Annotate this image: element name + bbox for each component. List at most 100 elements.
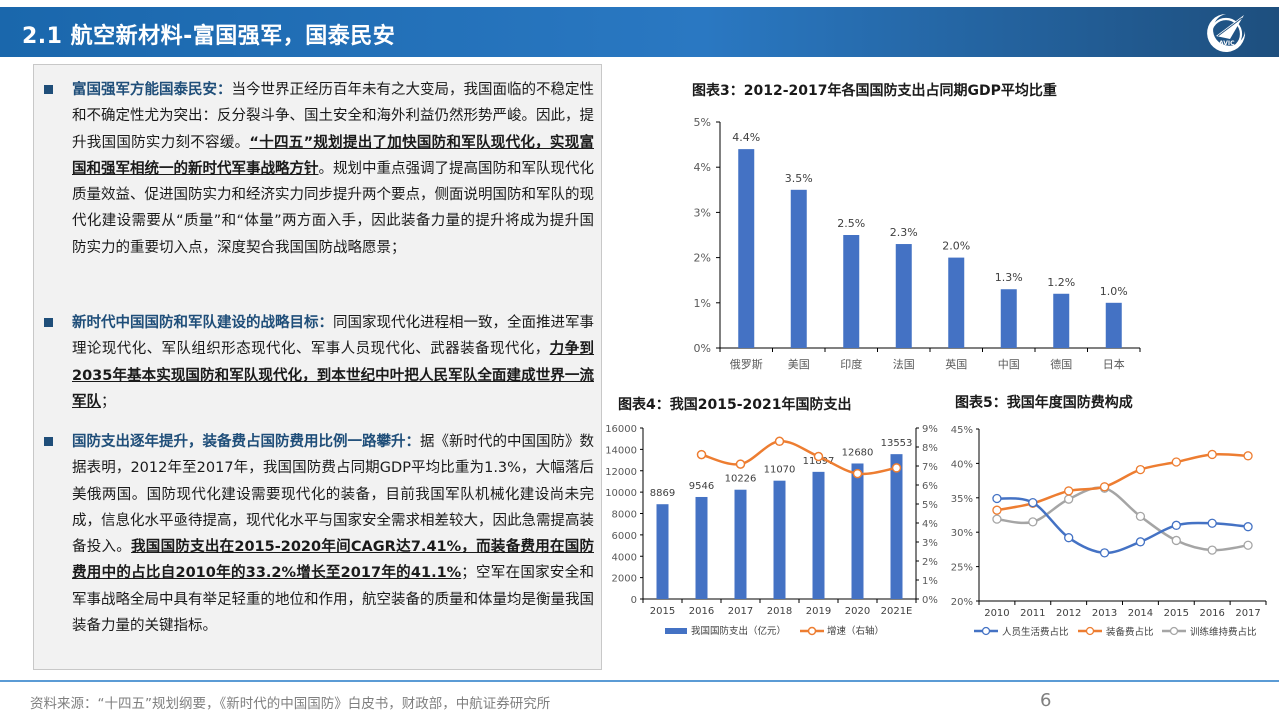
svg-text:我国国防支出（亿元）: 我国国防支出（亿元） bbox=[691, 625, 786, 637]
svg-text:9546: 9546 bbox=[689, 481, 714, 492]
svg-text:8869: 8869 bbox=[650, 488, 675, 499]
svg-text:2013: 2013 bbox=[1092, 608, 1117, 619]
svg-text:1.3%: 1.3% bbox=[995, 271, 1023, 284]
svg-text:2.0%: 2.0% bbox=[942, 240, 970, 253]
svg-text:12680: 12680 bbox=[842, 447, 874, 458]
svg-text:40%: 40% bbox=[951, 459, 973, 470]
svg-text:20%: 20% bbox=[951, 597, 973, 608]
svg-text:6000: 6000 bbox=[612, 531, 637, 542]
svg-text:4000: 4000 bbox=[612, 552, 637, 563]
bullet-square-icon bbox=[44, 318, 53, 327]
svg-text:16000: 16000 bbox=[605, 424, 637, 435]
svg-text:4.4%: 4.4% bbox=[732, 131, 760, 144]
paragraph-lead: 国防支出逐年提升，装备费占国防费用比例一路攀升： bbox=[72, 434, 420, 450]
svg-text:4%: 4% bbox=[922, 519, 938, 530]
svg-text:11897: 11897 bbox=[803, 456, 835, 467]
svg-text:美国: 美国 bbox=[788, 358, 810, 371]
paragraph-lead: 新时代中国国防和军队建设的战略目标： bbox=[72, 315, 333, 331]
chart3-bar-chart: 0% 1% 2% 3% 4% 5% 4.4% 俄罗斯 3.5% 美国 2.5% 印度 2.3% 法国 2.0… bbox=[694, 116, 1141, 371]
svg-text:2019: 2019 bbox=[806, 606, 831, 617]
svg-text:2021E: 2021E bbox=[881, 606, 913, 617]
footer-source: 资料来源：“十四五”规划纲要，《新时代的中国国防》白皮书，财政部，中航证券研究所 bbox=[30, 696, 551, 712]
page-number: 6 bbox=[1040, 690, 1052, 711]
svg-text:30%: 30% bbox=[951, 528, 973, 539]
svg-text:增速（右轴）: 增速（右轴） bbox=[827, 625, 884, 637]
page-title: 2.1 航空新材料-富国强军，国泰民安 bbox=[22, 24, 396, 49]
svg-text:14000: 14000 bbox=[605, 445, 637, 456]
paragraph-2: 新时代中国国防和军队建设的战略目标：同国家现代化进程相一致，全面推进军事理论现代… bbox=[72, 315, 595, 410]
svg-text:2018: 2018 bbox=[767, 606, 792, 617]
svg-text:11070: 11070 bbox=[764, 465, 796, 476]
svg-text:中国: 中国 bbox=[998, 358, 1020, 371]
svg-text:13553: 13553 bbox=[881, 438, 913, 449]
svg-text:9%: 9% bbox=[922, 424, 938, 435]
svg-text:45%: 45% bbox=[951, 425, 973, 436]
svg-text:10000: 10000 bbox=[605, 488, 637, 499]
avic-logo-icon: AVIC bbox=[1207, 14, 1246, 52]
emphasis-text: 力争到2035年基本实现国防和军队现代化，到本世纪中叶把人民军队全面建成世界一流… bbox=[72, 341, 595, 410]
svg-text:25%: 25% bbox=[951, 563, 973, 574]
svg-text:人员生活费占比: 人员生活费占比 bbox=[1002, 626, 1069, 638]
chart5-title: 图表5：我国年度国防费构成 bbox=[955, 395, 1133, 411]
svg-text:4%: 4% bbox=[694, 161, 711, 174]
svg-text:3%: 3% bbox=[694, 206, 711, 219]
svg-text:2000: 2000 bbox=[612, 574, 637, 585]
svg-text:日本: 日本 bbox=[1103, 357, 1125, 371]
svg-text:2%: 2% bbox=[922, 557, 938, 568]
paragraph-3: 国防支出逐年提升，装备费占国防费用比例一路攀升：据《新时代的中国国防》数据表明，… bbox=[72, 434, 594, 635]
svg-text:8000: 8000 bbox=[612, 510, 637, 521]
svg-text:1%: 1% bbox=[694, 297, 711, 310]
svg-text:12000: 12000 bbox=[605, 467, 637, 478]
svg-text:2%: 2% bbox=[694, 252, 711, 265]
svg-text:1.0%: 1.0% bbox=[1100, 285, 1128, 298]
svg-text:印度: 印度 bbox=[840, 357, 862, 371]
svg-text:2015: 2015 bbox=[1164, 608, 1189, 619]
paragraph-1: 富国强军方能国泰民安：当今世界正经历百年未有之大变局，我国面临的不稳定性和不确定… bbox=[72, 82, 594, 256]
svg-text:2014: 2014 bbox=[1128, 608, 1153, 619]
svg-text:2.3%: 2.3% bbox=[890, 226, 918, 239]
svg-text:6%: 6% bbox=[922, 481, 938, 492]
svg-text:2010: 2010 bbox=[984, 608, 1009, 619]
svg-text:德国: 德国 bbox=[1050, 357, 1072, 371]
svg-text:2011: 2011 bbox=[1020, 608, 1045, 619]
svg-text:8%: 8% bbox=[922, 443, 938, 454]
svg-text:2016: 2016 bbox=[1199, 608, 1224, 619]
svg-text:装备费占比: 装备费占比 bbox=[1106, 626, 1154, 638]
svg-text:2016: 2016 bbox=[689, 606, 714, 617]
svg-text:2012: 2012 bbox=[1056, 608, 1081, 619]
chart3-title: 图表3：2012-2017年各国国防支出占同期GDP平均比重 bbox=[692, 83, 1057, 99]
bullet-square-icon bbox=[44, 437, 53, 446]
svg-text:2020: 2020 bbox=[845, 606, 870, 617]
header-bar: 2.1 航空新材料-富国强军，国泰民安 AVIC bbox=[0, 7, 1279, 57]
svg-text:5%: 5% bbox=[694, 116, 711, 129]
svg-text:3%: 3% bbox=[922, 538, 938, 549]
svg-text:法国: 法国 bbox=[893, 357, 915, 371]
svg-text:0: 0 bbox=[631, 595, 637, 606]
chart5-line-chart: 20% 25% 30% 35% 40% 45% 2010 2011 2012 2013 2014 20… bbox=[951, 425, 1267, 638]
emphasis-text: 我国国防支出在2015-2020年间CAGR达7.41%，而装备费用在国防费用中… bbox=[72, 539, 594, 582]
svg-text:AVIC: AVIC bbox=[1219, 40, 1235, 47]
svg-text:5%: 5% bbox=[922, 500, 938, 511]
svg-text:2017: 2017 bbox=[1235, 608, 1260, 619]
svg-text:10226: 10226 bbox=[725, 474, 757, 485]
svg-text:2.5%: 2.5% bbox=[837, 217, 865, 230]
svg-text:2017: 2017 bbox=[728, 606, 753, 617]
footer-divider bbox=[0, 680, 1279, 682]
emphasis-text: “十四五”规划提出了加快国防和军队现代化，实现富国和强军相统一的新时代军事战略方… bbox=[72, 134, 594, 177]
svg-text:英国: 英国 bbox=[945, 357, 967, 371]
svg-text:3.5%: 3.5% bbox=[785, 172, 813, 185]
svg-text:2015: 2015 bbox=[650, 606, 675, 617]
svg-text:7%: 7% bbox=[922, 462, 938, 473]
svg-text:1%: 1% bbox=[922, 576, 938, 587]
svg-text:俄罗斯: 俄罗斯 bbox=[730, 358, 763, 371]
bullet-square-icon bbox=[44, 85, 53, 94]
svg-text:0%: 0% bbox=[694, 342, 711, 355]
chart4-combo-chart: 0 2000 4000 6000 8000 10000 12000 14000 16000 0% 1… bbox=[605, 424, 938, 637]
paragraph-lead: 富国强军方能国泰民安： bbox=[72, 82, 232, 98]
svg-text:35%: 35% bbox=[951, 494, 973, 505]
svg-text:训练维持费占比: 训练维持费占比 bbox=[1190, 626, 1257, 638]
svg-text:0%: 0% bbox=[922, 595, 938, 606]
text-panel: 富国强军方能国泰民安：当今世界正经历百年未有之大变局，我国面临的不稳定性和不确定… bbox=[33, 64, 602, 670]
chart4-title: 图表4：我国2015-2021年国防支出 bbox=[618, 397, 852, 413]
